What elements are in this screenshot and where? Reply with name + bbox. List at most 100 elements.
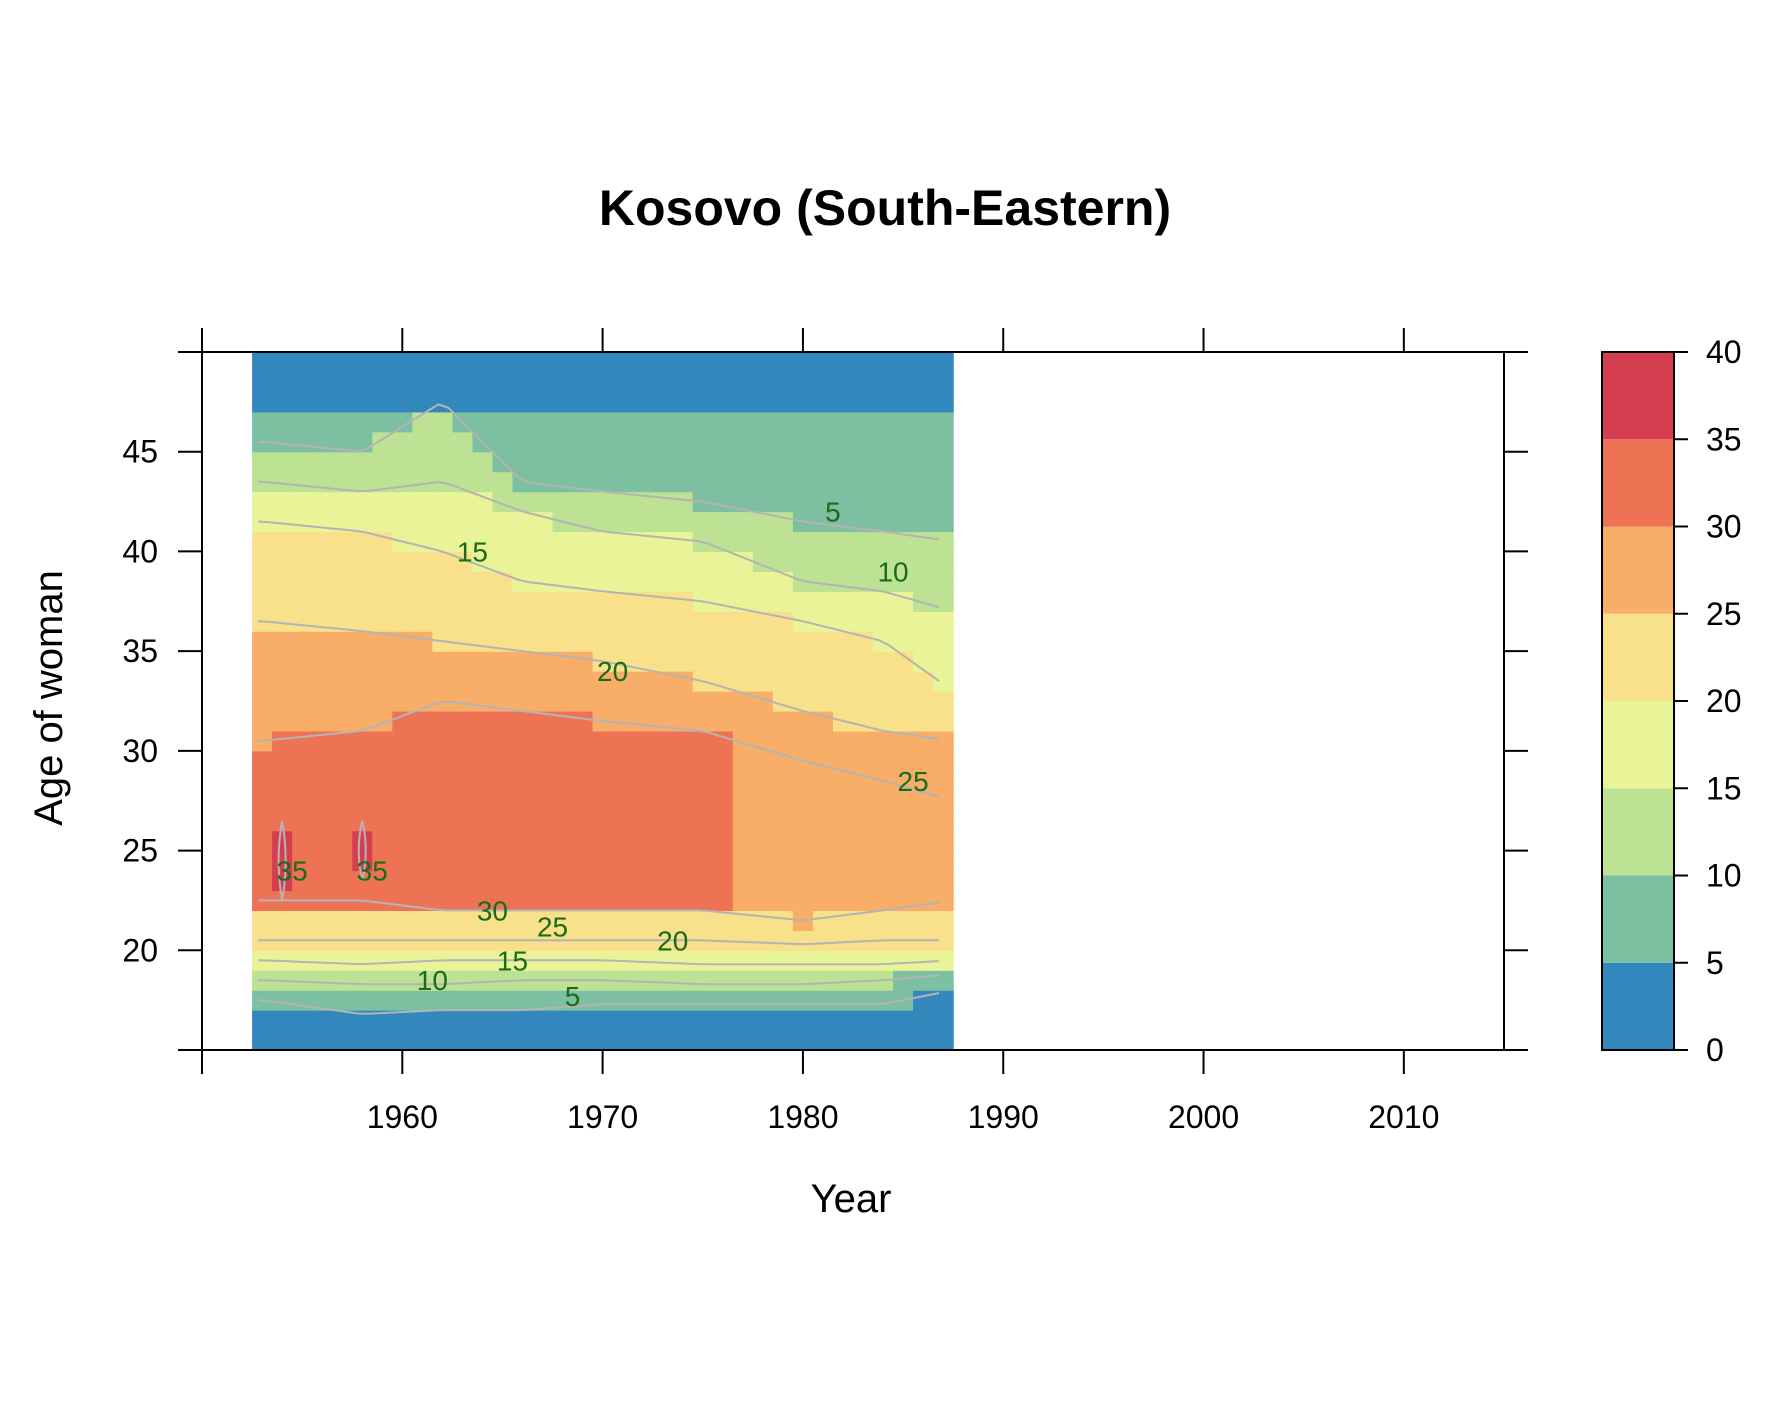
heatmap-cell [332, 990, 353, 1011]
heatmap-cell [252, 750, 273, 772]
heatmap-cell [632, 710, 654, 732]
heatmap-cell [752, 1030, 774, 1051]
heatmap-cell [873, 611, 894, 632]
heatmap-cell [672, 371, 694, 393]
heatmap-cell [853, 571, 874, 592]
heatmap-cell [372, 710, 393, 732]
heatmap-cell [632, 1030, 654, 1051]
heatmap-cell [492, 750, 514, 772]
heatmap-cell [652, 790, 674, 812]
heatmap-cell [292, 611, 313, 632]
heatmap-cell [792, 411, 814, 433]
heatmap-cell [292, 830, 313, 852]
heatmap-cell [672, 710, 694, 732]
heatmap-cell [312, 551, 333, 572]
heatmap-cell [732, 671, 754, 692]
heatmap-cell [352, 611, 373, 632]
heatmap-cell [832, 591, 854, 612]
heatmap-cell [652, 571, 674, 592]
heatmap-cell [933, 352, 954, 373]
heatmap-cell [772, 1030, 794, 1051]
heatmap-cell [272, 790, 293, 812]
heatmap-cell [292, 870, 313, 892]
heatmap-cell [792, 591, 814, 612]
heatmap-cell [472, 990, 494, 1011]
heatmap-cell [692, 631, 714, 652]
heatmap-cell [692, 691, 714, 712]
heatmap-cell [792, 770, 814, 792]
heatmap-cell [352, 551, 373, 572]
heatmap-cell [412, 591, 433, 612]
heatmap-cell [412, 790, 433, 812]
heatmap-cell [772, 830, 794, 852]
heatmap-cell [312, 352, 333, 373]
heatmap-cell [512, 691, 534, 712]
heatmap-cell [692, 730, 714, 752]
heatmap-cell [812, 511, 834, 533]
heatmap-cell [572, 1010, 594, 1031]
heatmap-cell [352, 671, 373, 692]
heatmap-cell [893, 611, 914, 632]
heatmap-cell [692, 850, 714, 872]
heatmap-cell [832, 850, 854, 872]
heatmap-cell [652, 850, 674, 872]
heatmap-cell [432, 431, 453, 453]
heatmap-cell [492, 1030, 514, 1051]
heatmap-cell [552, 890, 574, 911]
heatmap-cell [332, 691, 353, 712]
heatmap-cell [893, 551, 914, 572]
heatmap-cell [933, 691, 954, 712]
heatmap-cell [352, 850, 373, 872]
y-axis-label: Age of woman [27, 570, 71, 826]
heatmap-cell [332, 830, 353, 852]
heatmap-cell [312, 671, 333, 692]
heatmap-cell [732, 1030, 754, 1051]
heatmap-cell [672, 531, 694, 553]
heatmap-cell [572, 491, 594, 513]
heatmap-cell [412, 770, 433, 792]
heatmap-cell [612, 431, 634, 453]
heatmap-cell [732, 710, 754, 732]
heatmap-cell [472, 730, 494, 752]
heatmap-cell [332, 750, 353, 772]
heatmap-cell [272, 730, 293, 752]
heatmap-cell [612, 850, 634, 872]
heatmap-cell [712, 451, 734, 473]
heatmap-cell [492, 511, 514, 533]
heatmap-cell [412, 431, 433, 453]
heatmap-cell [853, 1030, 874, 1051]
heatmap-cell [492, 391, 514, 413]
heatmap-cell [752, 411, 774, 433]
heatmap-cell [752, 790, 774, 812]
heatmap-cell [552, 710, 574, 732]
heatmap-cell [913, 950, 934, 971]
heatmap-cell [692, 750, 714, 772]
heatmap-cell [893, 1010, 914, 1031]
heatmap-cell [552, 770, 574, 792]
heatmap-cell [492, 691, 514, 712]
heatmap-cell [873, 691, 894, 712]
heatmap-cell [532, 850, 554, 872]
heatmap-cell [452, 451, 474, 473]
heatmap-cell [652, 491, 674, 513]
heatmap-cell [532, 1030, 554, 1051]
heatmap-cell [832, 531, 854, 553]
heatmap-cell [252, 1010, 273, 1031]
heatmap-cell [893, 631, 914, 652]
heatmap-cell [672, 1010, 694, 1031]
heatmap-cell [853, 531, 874, 553]
heatmap-cell [853, 850, 874, 872]
heatmap-cell [812, 551, 834, 572]
heatmap-cell [312, 631, 333, 652]
heatmap-cell [893, 471, 914, 493]
heatmap-cell [432, 451, 453, 473]
heatmap-cell [312, 491, 333, 513]
heatmap-cell [412, 451, 433, 473]
heatmap-cell [652, 531, 674, 553]
heatmap-cell [612, 671, 634, 692]
heatmap-cell [893, 511, 914, 533]
heatmap-cell [272, 431, 293, 453]
heatmap-cell [692, 990, 714, 1011]
